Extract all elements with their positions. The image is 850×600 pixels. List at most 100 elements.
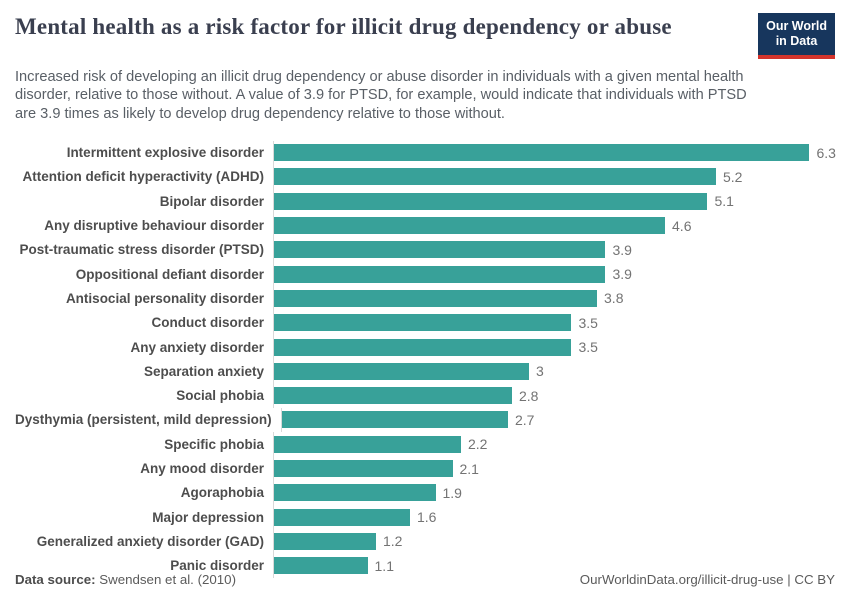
chart-rows: Intermittent explosive disorder 6.3 Attent… <box>15 140 836 578</box>
bar[interactable] <box>274 508 410 526</box>
category-label: Any disruptive behaviour disorder <box>44 218 264 234</box>
value-label: 3 <box>535 363 544 380</box>
chart-subtitle: Increased risk of developing an illicit … <box>15 68 747 122</box>
bar[interactable] <box>274 362 529 380</box>
value-label: 2.8 <box>518 387 539 404</box>
bar-track: 6.3 <box>273 140 836 165</box>
category-label: Intermittent explosive disorder <box>66 145 264 161</box>
bar-row: Any anxiety disorder 3.5 <box>15 334 835 360</box>
bar[interactable] <box>274 557 368 575</box>
data-source-label: Data source: <box>15 572 96 587</box>
bar-row: Oppositional defiant disorder 3.9 <box>15 262 835 287</box>
value-label: 3.5 <box>578 314 598 331</box>
bar[interactable] <box>281 411 508 429</box>
bar[interactable] <box>274 241 606 259</box>
category-label: Major depression <box>152 509 264 525</box>
value-label: 1.9 <box>442 484 462 501</box>
bar-track: 2.7 <box>280 407 835 433</box>
bar-row: Panic disorder 1.1 <box>15 553 835 578</box>
category-label: Any anxiety disorder <box>130 339 264 355</box>
bar-track: 1.1 <box>273 553 835 578</box>
value-label: 1.1 <box>374 557 394 574</box>
bar-track: 3 <box>273 359 835 384</box>
value-label: 2.2 <box>467 436 488 453</box>
bar-track: 5.2 <box>273 164 835 190</box>
chart-header: Mental health as a risk factor for illic… <box>15 13 835 59</box>
bar-row: Any mood disorder 2.1 <box>15 456 835 481</box>
bar-track: 3.5 <box>273 310 835 335</box>
value-label: 5.1 <box>714 193 734 210</box>
category-label: Conduct disorder <box>151 315 264 331</box>
category-label: Social phobia <box>176 388 264 404</box>
value-label: 4.6 <box>672 217 692 234</box>
bar[interactable] <box>274 265 606 283</box>
category-label: Panic disorder <box>170 558 264 574</box>
owid-logo-line2: in Data <box>775 33 818 48</box>
chart-footer: Data source: Swendsen et al. (2010) OurW… <box>15 572 835 587</box>
bar-track: 5.1 <box>273 189 835 214</box>
bar-row: Conduct disorder 3.5 <box>15 310 835 335</box>
bar-row: Major depression 1.6 <box>15 504 835 530</box>
value-label: 6.3 <box>816 144 836 161</box>
bar[interactable] <box>274 217 666 235</box>
data-source-value: Swendsen et al. (2010) <box>95 572 237 587</box>
bar-row: Post-traumatic stress disorder (PTSD) 3.9 <box>15 237 835 262</box>
bar[interactable] <box>274 484 436 502</box>
bar[interactable] <box>274 168 716 186</box>
bar-track: 2.8 <box>273 383 835 408</box>
bar-row: Any disruptive behaviour disorder 4.6 <box>15 213 835 238</box>
category-label: Post-traumatic stress disorder (PTSD) <box>19 242 264 258</box>
bar-track: 4.6 <box>273 213 835 238</box>
owid-logo[interactable]: Our World in Data <box>758 13 835 59</box>
bar[interactable] <box>274 192 708 210</box>
bar-track: 1.6 <box>273 504 835 530</box>
value-label: 5.2 <box>723 168 743 185</box>
bar[interactable] <box>274 435 461 453</box>
bar-row: Social phobia 2.8 <box>15 383 835 408</box>
bar-row: Antisocial personality disorder 3.8 <box>15 286 835 311</box>
bar-row: Dysthymia (persistent, mild depression) 2… <box>15 407 835 433</box>
category-label: Dysthymia (persistent, mild depression) <box>15 412 272 428</box>
category-label: Specific phobia <box>164 436 264 452</box>
value-label: 1.6 <box>416 509 437 526</box>
value-label: 2.1 <box>459 460 479 477</box>
bar-track: 1.2 <box>273 529 835 554</box>
category-label: Bipolar disorder <box>159 193 264 209</box>
owid-logo-line1: Our World <box>766 19 827 33</box>
bar-row: Bipolar disorder 5.1 <box>15 189 835 214</box>
bar-track: 3.5 <box>273 334 835 360</box>
data-source: Data source: Swendsen et al. (2010) <box>15 572 236 587</box>
bar-track: 2.2 <box>273 432 835 457</box>
bar-track: 3.9 <box>273 262 835 287</box>
category-label: Attention deficit hyperactivity (ADHD) <box>22 169 264 185</box>
bar-row: Attention deficit hyperactivity (ADHD) 5.… <box>15 164 835 190</box>
value-label: 3.5 <box>578 339 598 356</box>
bar-chart: Intermittent explosive disorder 6.3 Attent… <box>15 140 836 578</box>
bar-track: 2.1 <box>273 456 835 481</box>
bar-row: Intermittent explosive disorder 6.3 <box>15 140 836 165</box>
footer-citation-link[interactable]: OurWorldinData.org/illicit-drug-use | CC… <box>579 572 835 587</box>
bar-row: Specific phobia 2.2 <box>15 432 835 457</box>
value-label: 3.9 <box>612 241 632 258</box>
category-label: Separation anxiety <box>143 363 264 379</box>
category-label: Generalized anxiety disorder (GAD) <box>36 533 264 549</box>
category-label: Agoraphobia <box>180 485 264 501</box>
bar-track: 3.8 <box>273 286 835 311</box>
category-label: Any mood disorder <box>140 461 264 477</box>
bar-row: Separation anxiety 3 <box>15 359 835 384</box>
bar[interactable] <box>274 338 572 356</box>
bar-row: Agoraphobia 1.9 <box>15 480 835 505</box>
value-label: 2.7 <box>514 411 535 428</box>
bar[interactable] <box>274 387 512 405</box>
bar-track: 3.9 <box>273 237 835 262</box>
bar[interactable] <box>274 460 453 478</box>
bar[interactable] <box>274 532 376 550</box>
value-label: 3.8 <box>604 290 624 307</box>
value-label: 1.2 <box>382 533 403 550</box>
bar[interactable] <box>274 144 810 162</box>
bar[interactable] <box>274 289 598 307</box>
page-title: Mental health as a risk factor for illic… <box>15 14 672 39</box>
category-label: Oppositional defiant disorder <box>75 266 264 282</box>
bar[interactable] <box>274 314 572 332</box>
